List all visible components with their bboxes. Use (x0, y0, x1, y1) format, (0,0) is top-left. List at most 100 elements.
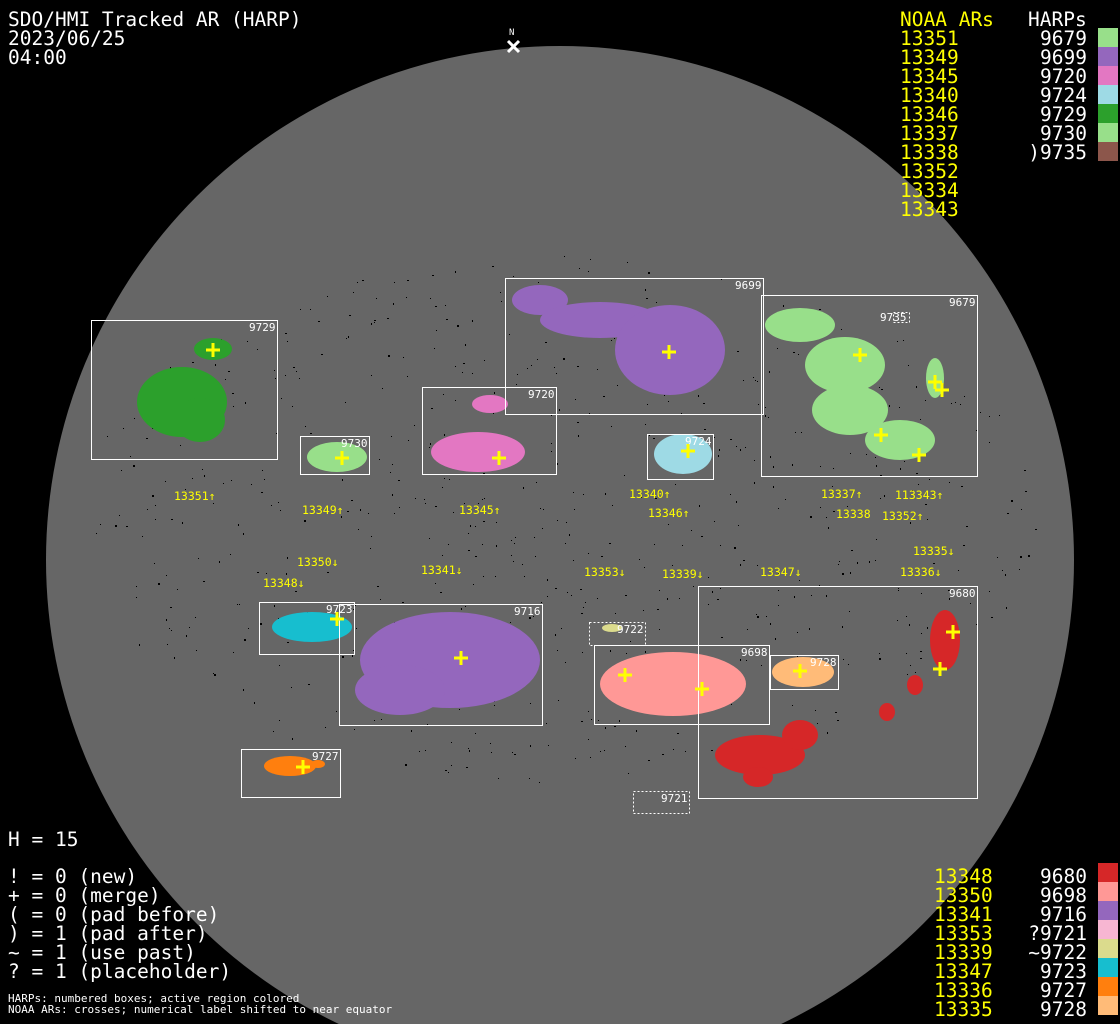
speck (927, 627, 928, 629)
noaa-cross-icon (618, 668, 632, 682)
speck (147, 509, 148, 510)
speck (123, 428, 124, 429)
speck (847, 506, 848, 507)
noaa-header: NOAA ARs (900, 8, 994, 31)
speck (285, 333, 287, 334)
speck (371, 536, 372, 537)
speck (432, 275, 434, 276)
harp-label: 9680 (949, 587, 976, 600)
speck (425, 503, 426, 504)
noaa-cross-icon (793, 664, 807, 678)
speck (514, 754, 516, 755)
speck (455, 271, 456, 273)
region-9722 (602, 624, 622, 632)
speck (327, 296, 328, 297)
harp-box-9735 (893, 312, 910, 323)
speck (603, 396, 605, 397)
speck (139, 644, 140, 646)
harp-color-swatch (1098, 939, 1118, 958)
speck (158, 583, 160, 585)
speck (909, 624, 910, 626)
speck (785, 499, 786, 500)
speck (645, 424, 646, 425)
speck (604, 750, 605, 751)
speck (429, 447, 430, 448)
speck (743, 380, 744, 381)
speck (910, 522, 911, 524)
speck (419, 751, 420, 752)
speck (567, 592, 568, 593)
speck (657, 609, 659, 610)
speck (225, 379, 226, 380)
harp-box-9680 (698, 586, 978, 799)
harp-number: 9723 (1040, 960, 1087, 983)
speck (794, 596, 795, 598)
speck (668, 401, 669, 402)
speck (368, 513, 369, 514)
speck (770, 456, 771, 458)
speck (740, 449, 741, 451)
speck (470, 525, 471, 527)
speck (675, 484, 676, 485)
speck (583, 494, 584, 495)
speck (296, 371, 297, 372)
speck (999, 415, 1000, 416)
region-9720 (431, 395, 525, 472)
speck (961, 486, 963, 487)
speck (517, 374, 518, 375)
speck (563, 358, 565, 360)
noaa-number: 13351 (900, 27, 959, 50)
speck (833, 511, 835, 512)
speck (1005, 574, 1006, 576)
speck (285, 375, 286, 376)
speck (371, 375, 372, 376)
speck (494, 392, 495, 394)
speck (582, 652, 583, 653)
speck (778, 573, 779, 574)
speck (754, 460, 755, 461)
speck (832, 486, 833, 487)
speck (435, 583, 436, 584)
speck (659, 590, 660, 591)
speck (908, 365, 909, 366)
speck (152, 495, 154, 497)
speck (362, 280, 364, 281)
speck (390, 472, 391, 473)
speck (636, 730, 637, 732)
noaa-label: 13351↑ (174, 489, 216, 503)
solar-disk (46, 46, 1074, 1024)
speck (921, 593, 922, 594)
speck (531, 365, 532, 366)
speck (414, 425, 415, 426)
harp-number: 9729 (1040, 103, 1087, 126)
speck (483, 521, 485, 522)
speck (336, 711, 337, 712)
speck (203, 581, 205, 582)
speck (615, 613, 616, 614)
speck (195, 617, 196, 618)
speck (841, 329, 842, 330)
speck (826, 517, 827, 518)
speck (612, 505, 613, 506)
speck (391, 436, 392, 437)
speck (736, 446, 737, 447)
noaa-label: 13345↑ (459, 503, 501, 517)
speck (558, 700, 559, 701)
speck (951, 403, 952, 404)
speck (360, 509, 361, 511)
speck (377, 586, 379, 587)
speck (646, 298, 648, 299)
speck (475, 556, 477, 557)
speck (399, 507, 400, 508)
harp-number: 9727 (1040, 979, 1087, 1002)
speck (643, 610, 644, 611)
speck (349, 315, 351, 316)
speck (929, 479, 930, 480)
speck (286, 573, 287, 575)
speck (581, 613, 583, 614)
speck (783, 305, 784, 307)
speck (155, 519, 156, 520)
harp-box-9730 (300, 436, 370, 475)
harp-color-swatch (1098, 123, 1118, 142)
harp-label: 9720 (528, 388, 555, 401)
